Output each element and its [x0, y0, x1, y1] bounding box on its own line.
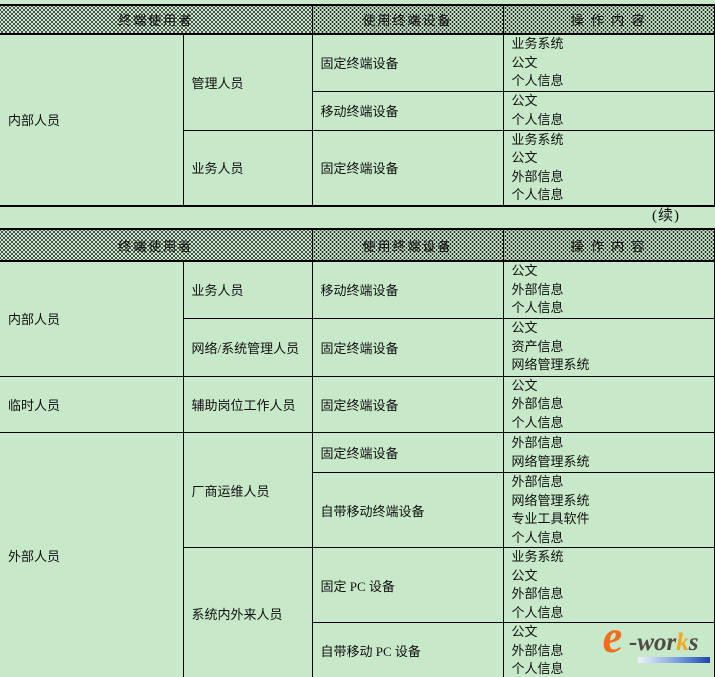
- cell-device-mobile: 移动终端设备: [312, 90, 504, 131]
- eworks-logo-wordmark: -works: [629, 630, 698, 655]
- header-terminal-user: 终端使用者: [0, 4, 313, 35]
- cell-device-byod-mobile: 自带移动终端设备: [312, 472, 504, 548]
- header-operation-content: 操 作 内 容: [502, 228, 715, 262]
- cell-operations: 外部信息 网络管理系统: [502, 432, 715, 473]
- cell-device-fixed: 固定终端设备: [311, 33, 504, 92]
- header-terminal-user: 终端使用者: [0, 228, 313, 262]
- cell-role-system-visitor: 系统内外来人员: [183, 547, 313, 677]
- cell-user-internal: 内部人员: [0, 33, 184, 206]
- cell-device-fixed: 固定终端设备: [311, 129, 504, 206]
- eworks-logo-k: k: [676, 629, 689, 656]
- cell-device-fixed: 固定终端设备: [311, 375, 504, 433]
- eworks-logo: e -works: [600, 610, 714, 674]
- cell-user-internal: 内部人员: [0, 260, 184, 377]
- cell-device-fixed: 固定终端设备: [311, 432, 504, 473]
- cell-role-auxiliary: 辅助岗位工作人员: [182, 375, 313, 433]
- cell-device-byod-pc: 自带移动 PC 设备: [312, 622, 504, 677]
- cell-operations: 公文 资产信息 网络管理系统: [502, 317, 715, 377]
- terminal-user-table-continued: 终端使用者 使用终端设备 操 作 内 容 内部人员 业务人员 移动终端设备 公文…: [0, 228, 715, 677]
- header-operation-content: 操 作 内 容: [502, 4, 715, 35]
- cell-role-net-admin: 网络/系统管理人员: [183, 317, 313, 377]
- header-terminal-device: 使用终端设备: [311, 4, 504, 35]
- terminal-user-table-top: 终端使用者 使用终端设备 操 作 内 容 内部人员 管理人员 固定终端设备 业务…: [0, 4, 715, 207]
- cell-device-fixed: 固定终端设备: [311, 317, 504, 377]
- eworks-logo-s: s: [688, 629, 699, 656]
- cell-user-temporary: 临时人员: [0, 375, 184, 433]
- cell-role-manager: 管理人员: [182, 33, 313, 131]
- cell-role-vendor-ops: 厂商运维人员: [182, 432, 313, 548]
- header-terminal-device: 使用终端设备: [311, 228, 504, 262]
- eworks-logo-e-glyph: e: [600, 610, 625, 663]
- cell-operations: 业务系统 公文 个人信息: [502, 33, 715, 92]
- cell-device-mobile: 移动终端设备: [311, 260, 504, 319]
- eworks-logo-wor: -wor: [629, 629, 677, 656]
- cell-operations: 业务系统 公文 外部信息 个人信息: [502, 547, 715, 623]
- continued-label: (续): [652, 208, 680, 224]
- eworks-logo-gradient-bar: [638, 657, 710, 663]
- cell-user-external: 外部人员: [0, 432, 184, 677]
- cell-operations: 公文 外部信息 个人信息: [502, 622, 715, 677]
- cell-operations: 外部信息 网络管理系统 专业工具软件 个人信息: [502, 472, 715, 548]
- cell-operations: 公文 外部信息 个人信息: [502, 260, 715, 319]
- cell-role-business: 业务人员: [183, 129, 313, 206]
- cell-operations: 业务系统 公文 外部信息 个人信息: [502, 129, 715, 206]
- cell-operations: 公文 外部信息 个人信息: [502, 375, 715, 433]
- cell-role-business: 业务人员: [182, 260, 313, 319]
- cell-operations: 公文 个人信息: [502, 90, 715, 131]
- cell-device-fixed-pc: 固定 PC 设备: [311, 547, 504, 623]
